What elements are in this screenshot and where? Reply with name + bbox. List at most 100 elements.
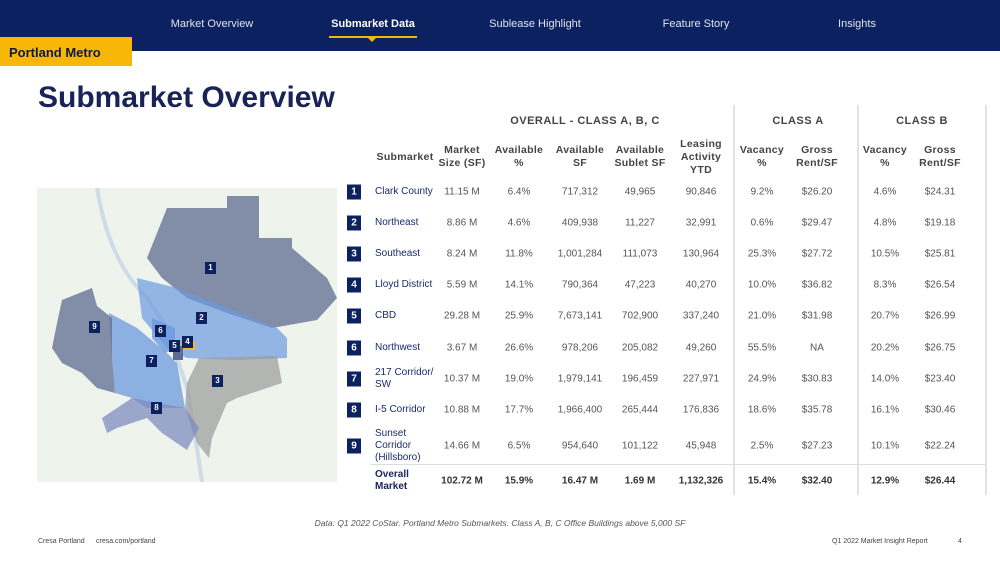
- table-cell: $36.82: [801, 279, 833, 291]
- table-cell: 1.69 M: [624, 475, 656, 487]
- footer-company: Cresa Portland: [38, 538, 85, 545]
- submarket-name: Northwest: [375, 342, 421, 353]
- table-cell: 25.3%: [747, 248, 777, 260]
- table-cell: 954,640: [561, 440, 599, 452]
- table-cell: 337,240: [682, 310, 720, 322]
- table-cell: 55.5%: [747, 342, 777, 354]
- submarket-number-badge: 7: [347, 371, 361, 387]
- table-cell: 790,364: [561, 279, 599, 291]
- table-cell: 15.4%: [747, 475, 777, 487]
- table-cell: 26.6%: [504, 342, 534, 354]
- table-cell: 4.6%: [507, 217, 531, 229]
- submarket-number-badge: 3: [347, 246, 361, 262]
- table-cell: 17.7%: [504, 404, 534, 416]
- table-cell: 11.8%: [505, 248, 533, 260]
- map-label-6: 6: [155, 325, 166, 337]
- nav-sublease-highlight[interactable]: Sublease Highlight: [489, 18, 581, 30]
- table-cell: 205,082: [621, 342, 659, 354]
- table-cell: 29.28 M: [443, 310, 481, 322]
- column-header: Gross Rent/SF: [796, 144, 838, 169]
- nav-feature-story[interactable]: Feature Story: [662, 18, 730, 30]
- table-cell: $27.23: [801, 440, 833, 452]
- table-cell: 19.0%: [504, 373, 534, 385]
- table-cell: $26.20: [801, 186, 833, 198]
- submarket-number-badge: 6: [347, 340, 361, 356]
- nav-market-overview[interactable]: Market Overview: [170, 18, 254, 30]
- table-cell: 32,991: [685, 217, 717, 229]
- table-cell: 11,227: [625, 217, 655, 229]
- divider: [733, 105, 735, 495]
- table-cell: $26.44: [924, 475, 956, 487]
- table-cell: 1,979,141: [557, 373, 603, 385]
- table-cell: $27.72: [801, 248, 833, 260]
- group-overall: OVERALL - CLASS A, B, C: [510, 115, 660, 127]
- table-cell: 16.47 M: [561, 475, 599, 487]
- table-cell: 9.2%: [750, 186, 774, 198]
- region-9-sunset-corridor: [52, 288, 115, 393]
- table-cell: 978,206: [561, 342, 599, 354]
- table-cell: 2.5%: [750, 440, 774, 452]
- footer-url[interactable]: cresa.com/portland: [96, 538, 156, 545]
- table-cell: 4.8%: [873, 217, 897, 229]
- table-cell: 24.9%: [747, 373, 777, 385]
- column-header: Submarket: [376, 151, 434, 163]
- table-cell: 1,001,284: [557, 248, 603, 260]
- table-cell: 227,971: [682, 373, 720, 385]
- map-label-1: 1: [205, 262, 216, 274]
- table-cell: 176,836: [682, 404, 720, 416]
- submarket-name: Sunset Corridor (Hillsboro): [375, 428, 421, 463]
- submarket-number-badge: 8: [347, 402, 361, 418]
- map-label-9: 9: [89, 321, 100, 333]
- table-cell: 8.3%: [873, 279, 897, 291]
- table-cell: 5.59 M: [446, 279, 478, 291]
- table-cell: $30.46: [924, 404, 956, 416]
- divider: [857, 105, 859, 495]
- table-cell: 49,965: [624, 186, 656, 198]
- table-cell: 702,900: [621, 310, 659, 322]
- table-cell: 111,073: [622, 248, 658, 260]
- group-class-b: CLASS B: [896, 115, 948, 127]
- column-header: Vacancy %: [739, 144, 785, 169]
- active-tab-pointer: [368, 38, 376, 42]
- table-cell: 12.9%: [870, 475, 900, 487]
- table-cell: 409,938: [561, 217, 599, 229]
- table-cell: 1,966,400: [557, 404, 603, 416]
- table-cell: 717,312: [561, 186, 599, 198]
- table-cell: 10.1%: [870, 440, 900, 452]
- map-label-7: 7: [146, 355, 157, 367]
- table-cell: 10.0%: [747, 279, 777, 291]
- table-cell: 18.6%: [747, 404, 777, 416]
- table-cell: 0.6%: [750, 217, 774, 229]
- map-label-3: 3: [212, 375, 223, 387]
- table-cell: 10.5%: [870, 248, 900, 260]
- top-nav: Market Overview Submarket Data Sublease …: [0, 0, 1000, 51]
- active-tab-underline: [329, 36, 417, 38]
- map-label-5: 5: [169, 340, 180, 352]
- table-cell: $26.99: [924, 310, 956, 322]
- table-cell: 101,122: [621, 440, 659, 452]
- table-cell: 14.66 M: [443, 440, 481, 452]
- table-cell: 8.24 M: [446, 248, 478, 260]
- column-header: Available SF: [555, 144, 605, 169]
- submarket-name: I-5 Corridor: [375, 404, 426, 415]
- submarket-name: Clark County: [375, 186, 433, 197]
- table-cell: 3.67 M: [446, 342, 478, 354]
- column-header: Vacancy %: [862, 144, 908, 169]
- table-cell: $24.31: [924, 186, 956, 198]
- table-cell: 7,673,141: [557, 310, 603, 322]
- table-cell: $35.78: [801, 404, 833, 416]
- nav-insights[interactable]: Insights: [838, 18, 876, 30]
- table-cell: $32.40: [801, 475, 833, 487]
- table-cell: NA: [810, 342, 824, 354]
- total-separator: [370, 464, 985, 465]
- submarket-name: Lloyd District: [375, 279, 433, 290]
- column-header: Leasing Activity YTD: [680, 138, 722, 176]
- map-label-8: 8: [151, 402, 162, 414]
- submarket-name: 217 Corridor/ SW: [375, 367, 434, 390]
- submarket-number-badge: 9: [347, 438, 361, 454]
- table-cell: $22.24: [924, 440, 956, 452]
- nav-submarket-data[interactable]: Submarket Data: [331, 18, 415, 30]
- table-cell: 15.9%: [504, 475, 534, 487]
- table-cell: 20.2%: [870, 342, 900, 354]
- table-cell: 130,964: [682, 248, 720, 260]
